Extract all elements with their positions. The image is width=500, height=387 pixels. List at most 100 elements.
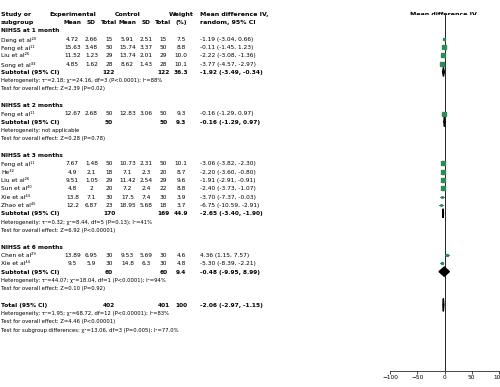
Text: 1.62: 1.62 [85, 62, 98, 67]
Text: 9.5: 9.5 [68, 261, 77, 266]
Text: 18: 18 [106, 170, 112, 175]
Text: He³²: He³² [1, 170, 14, 175]
Text: Mean difference IV,: Mean difference IV, [200, 12, 268, 17]
Polygon shape [442, 67, 444, 77]
Text: 1.23: 1.23 [85, 53, 98, 58]
Text: Feng et al¹¹: Feng et al¹¹ [1, 45, 34, 51]
Text: 30: 30 [160, 261, 167, 266]
Polygon shape [439, 267, 450, 276]
Text: -0.16 (-1.29, 0.97): -0.16 (-1.29, 0.97) [200, 120, 260, 125]
Text: 30: 30 [105, 261, 113, 266]
Text: 50: 50 [160, 111, 167, 116]
Text: 8.62: 8.62 [121, 62, 134, 67]
Text: 10.1: 10.1 [174, 161, 188, 166]
Text: 2.54: 2.54 [140, 178, 152, 183]
Text: 10.0: 10.0 [174, 53, 188, 58]
Text: 2.3: 2.3 [142, 170, 150, 175]
Text: Subtotal (95% CI): Subtotal (95% CI) [1, 120, 60, 125]
Text: -0.11 (-1.45, 1.23): -0.11 (-1.45, 1.23) [200, 45, 254, 50]
Text: NIHSS at 1 month: NIHSS at 1 month [1, 28, 60, 33]
Text: 4.85: 4.85 [66, 62, 79, 67]
Text: Heterogeneity: not applicable: Heterogeneity: not applicable [1, 128, 79, 133]
Text: -2.65 (-3.40, -1.90): -2.65 (-3.40, -1.90) [200, 211, 263, 216]
Text: Heterogeneity: τ²=0.32; χ²=8.44, df=5 (P=0.13); I²=41%: Heterogeneity: τ²=0.32; χ²=8.44, df=5 (P… [1, 220, 152, 224]
Text: 1.05: 1.05 [85, 178, 98, 183]
Text: Test for subgroup differences: χ²=13.06, df=3 (P=0.005); I²=77.0%: Test for subgroup differences: χ²=13.06,… [1, 328, 178, 333]
Text: 11.52: 11.52 [64, 53, 81, 58]
Text: 9.51: 9.51 [66, 178, 79, 183]
Text: 11.42: 11.42 [119, 178, 136, 183]
Text: Mean: Mean [118, 20, 136, 25]
Text: 2.51: 2.51 [140, 37, 152, 41]
Text: 4.8: 4.8 [68, 187, 77, 191]
Text: Subtotal (95% CI): Subtotal (95% CI) [1, 211, 60, 216]
Text: 402: 402 [103, 303, 115, 308]
Text: SD: SD [142, 20, 150, 25]
Text: 9.3: 9.3 [176, 111, 186, 116]
Text: 18: 18 [160, 203, 167, 208]
Text: 50: 50 [160, 120, 168, 125]
Text: (%): (%) [176, 20, 187, 25]
Text: 20: 20 [105, 187, 113, 191]
Text: 5.91: 5.91 [121, 37, 134, 41]
Text: Song et al³³: Song et al³³ [1, 62, 35, 68]
Text: Heterogeneity: τ²=44.07; χ²=18.04, df=1 (P<0.0001); I²=94%: Heterogeneity: τ²=44.07; χ²=18.04, df=1 … [1, 278, 166, 283]
Text: 9.6: 9.6 [176, 178, 186, 183]
Text: Sun et al⁴⁰: Sun et al⁴⁰ [1, 187, 32, 191]
Text: Chen et al²⁹: Chen et al²⁹ [1, 253, 36, 258]
Text: 10.1: 10.1 [174, 62, 188, 67]
Text: Experimental: Experimental [49, 12, 96, 17]
Text: 2.68: 2.68 [85, 111, 98, 116]
Text: 2: 2 [90, 187, 94, 191]
Text: 170: 170 [103, 211, 115, 216]
Text: 1.48: 1.48 [85, 161, 98, 166]
Text: 29: 29 [105, 178, 113, 183]
Text: 9.53: 9.53 [121, 253, 134, 258]
Text: 8.8: 8.8 [176, 45, 186, 50]
Text: 9.4: 9.4 [176, 269, 186, 274]
Text: 50: 50 [105, 45, 113, 50]
Text: Control: Control [114, 12, 140, 17]
Text: 5.68: 5.68 [140, 203, 152, 208]
Text: -2.06 (-2.97, -1.15): -2.06 (-2.97, -1.15) [200, 303, 263, 308]
Text: -2.20 (-3.60, -0.80): -2.20 (-3.60, -0.80) [200, 170, 256, 175]
Text: 60: 60 [105, 269, 113, 274]
Text: 7.4: 7.4 [142, 195, 150, 200]
Text: -2.40 (-3.73, -1.07): -2.40 (-3.73, -1.07) [200, 187, 256, 191]
Text: 50: 50 [160, 45, 167, 50]
Text: -6.75 (-10.59, -2.91): -6.75 (-10.59, -2.91) [200, 203, 260, 208]
Text: Xie et al⁴⁴: Xie et al⁴⁴ [1, 261, 30, 266]
Text: Weight: Weight [168, 12, 194, 17]
Text: Feng et al¹¹: Feng et al¹¹ [1, 161, 34, 168]
Text: Heterogeneity: τ²=2.18; χ²=24.16, df=3 (P<0.0001); I²=88%: Heterogeneity: τ²=2.18; χ²=24.16, df=3 (… [1, 78, 162, 83]
Text: 3.7: 3.7 [176, 203, 186, 208]
Polygon shape [443, 298, 444, 311]
Text: 3.9: 3.9 [176, 195, 186, 200]
Text: random, 95% CI: random, 95% CI [200, 20, 256, 25]
Text: 50: 50 [160, 161, 167, 166]
Text: Feng et al¹¹: Feng et al¹¹ [1, 111, 34, 118]
Text: 15: 15 [106, 37, 112, 41]
Text: 100: 100 [175, 303, 187, 308]
Text: -0.16 (-1.29, 0.97): -0.16 (-1.29, 0.97) [200, 111, 254, 116]
Text: Mean difference IV,: Mean difference IV, [410, 12, 479, 17]
Text: 22: 22 [160, 187, 167, 191]
Text: 4.72: 4.72 [66, 37, 79, 41]
Text: Study or: Study or [1, 12, 31, 17]
Text: 8.7: 8.7 [176, 170, 186, 175]
Text: 29: 29 [160, 178, 167, 183]
Text: 6.87: 6.87 [85, 203, 98, 208]
Text: Test for overall effect: Z=0.28 (P=0.78): Test for overall effect: Z=0.28 (P=0.78) [1, 137, 105, 141]
Text: 3.37: 3.37 [140, 45, 152, 50]
Text: 44.9: 44.9 [174, 211, 188, 216]
Text: Subtotal (95% CI): Subtotal (95% CI) [1, 269, 60, 274]
Text: 122: 122 [158, 70, 170, 75]
Text: -3.06 (-3.82, -2.30): -3.06 (-3.82, -2.30) [200, 161, 256, 166]
Text: 2.1: 2.1 [87, 170, 96, 175]
Text: 3.48: 3.48 [85, 45, 98, 50]
Text: 36.3: 36.3 [174, 70, 188, 75]
Text: random, 95% CI: random, 95% CI [416, 20, 472, 25]
Text: 122: 122 [103, 70, 115, 75]
Text: 18.95: 18.95 [119, 203, 136, 208]
Text: 29: 29 [160, 53, 167, 58]
